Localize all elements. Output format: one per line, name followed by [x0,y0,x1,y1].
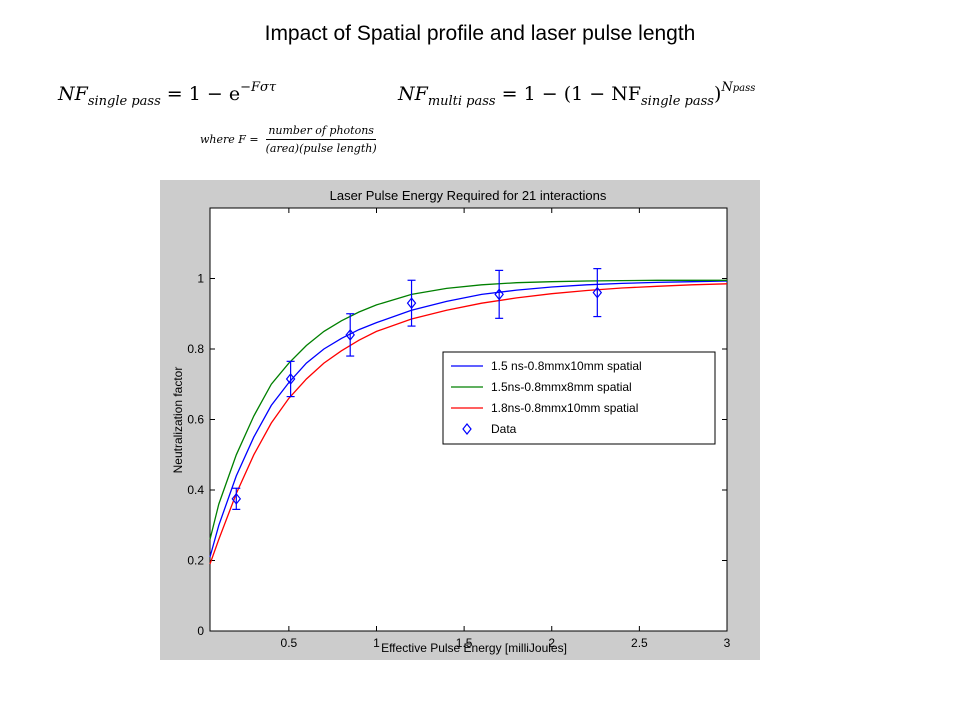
legend-label: 1.5 ns-0.8mmx10mm spatial [491,359,642,373]
eq2-rhs-sub: single pass [641,94,714,109]
x-axis-label: Effective Pulse Energy [milliJoules] [381,641,567,655]
data-points [231,268,603,510]
neutralization-chart: Laser Pulse Energy Required for 21 inter… [160,180,760,660]
legend-box [442,351,716,445]
fraction-numerator: number of photons [266,124,376,140]
chart-title: Laser Pulse Energy Required for 21 inter… [330,188,607,203]
eq2-rhs: = 1 − (1 − NF [501,83,642,105]
x-tick-label: 2 [548,636,555,650]
eq1-lhs-sub: single pass [87,94,161,109]
eq1-rhs: = 1 − e [166,83,241,105]
eq2-rhs-sup-sub: pass [732,83,756,94]
eq2-rhs-sup: N [721,80,733,95]
y-axis-label: Neutralization factor [171,367,185,474]
x-tick-label: 2.5 [631,636,648,650]
y-tick-label: 0.6 [187,413,204,427]
data-marker [345,328,355,341]
legend: 1.5 ns-0.8mmx10mm spatial 1.5ns-0.8mmx8mm… [442,351,716,445]
axis-ticks: 0.5 1 1.5 2 2.5 3 0 0.2 0.4 0.6 0.8 1 [187,208,731,650]
data-marker [231,492,242,505]
x-tick-label: 3 [724,636,731,650]
legend-label: 1.5ns-0.8mmx8mm spatial [491,380,632,394]
series-line [209,280,728,558]
eq2-rhs-close: ) [713,83,722,105]
where-prefix: where F = [200,133,259,146]
eq2-lhs-sub: multi pass [427,94,496,109]
photon-flux-fraction: number of photons (area)(pulse length) [264,124,379,155]
slide-title: Impact of Spatial profile and laser puls… [264,22,696,45]
where-definition: where F = number of photons (area)(pulse… [200,124,379,155]
x-tick-label: 1 [373,636,380,650]
y-tick-label: 0 [197,624,204,638]
y-tick-label: 0.8 [187,342,204,356]
data-marker [592,286,603,299]
x-tick-label: 0.5 [281,636,298,650]
fraction-denominator: (area)(pulse length) [265,142,377,155]
data-marker [285,373,296,385]
eq1-rhs-sup: −Fστ [240,80,277,95]
legend-swatch [462,423,472,435]
y-tick-label: 0.2 [187,554,204,568]
eq2-lhs: NF [398,83,428,105]
y-tick-label: 1 [197,272,204,286]
series-line [209,283,728,565]
legend-label: Data [491,422,517,436]
eq1-lhs: NF [58,83,88,105]
data-marker [494,288,504,301]
data-marker [406,297,417,310]
multi-pass-equation: NFmulti pass = 1 − (1 − NFsingle pass)Np… [398,80,755,109]
single-pass-equation: NFsingle pass = 1 − e−Fστ [58,80,276,109]
legend-label: 1.8ns-0.8mmx10mm spatial [491,401,638,415]
y-tick-label: 0.4 [187,483,204,497]
series-line [209,279,727,540]
x-tick-label: 1.5 [456,636,473,650]
fit-curves [209,279,728,565]
